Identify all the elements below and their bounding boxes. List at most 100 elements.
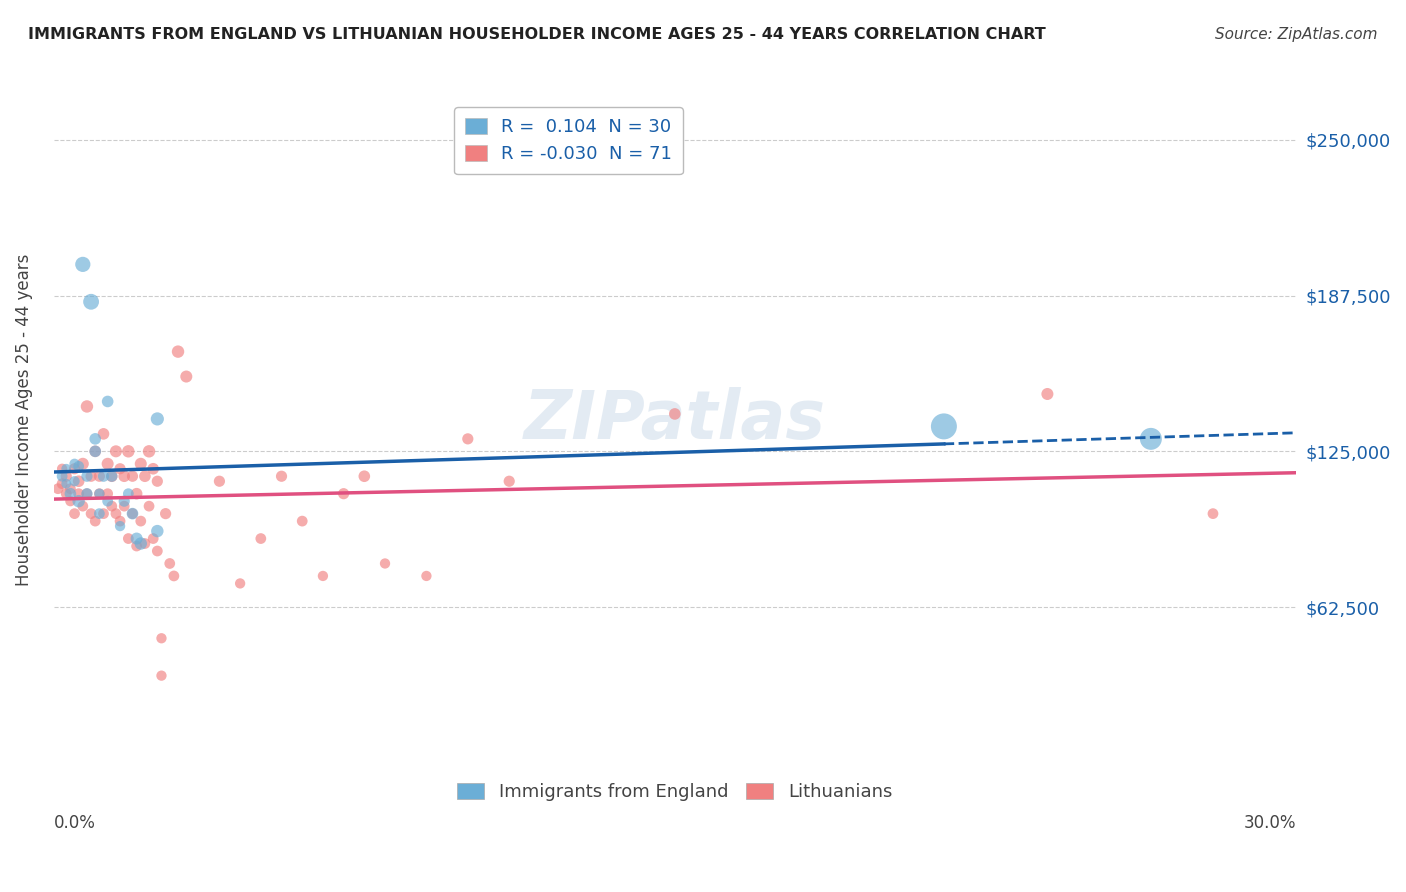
Point — [1202, 507, 1225, 521]
Point — [93, 507, 115, 521]
Point — [67, 474, 90, 488]
Point — [101, 469, 124, 483]
Point — [72, 457, 94, 471]
Point — [63, 507, 86, 521]
Point — [457, 432, 479, 446]
Point — [89, 469, 111, 483]
Point — [72, 499, 94, 513]
Point — [101, 499, 124, 513]
Point — [129, 457, 152, 471]
Point — [117, 532, 139, 546]
Point — [55, 462, 77, 476]
Point — [63, 457, 86, 471]
Point — [80, 294, 103, 309]
Point — [291, 514, 314, 528]
Point — [89, 486, 111, 500]
Point — [138, 499, 160, 513]
Point — [134, 536, 156, 550]
Point — [80, 469, 103, 483]
Point — [55, 469, 77, 483]
Point — [55, 486, 77, 500]
Point — [67, 486, 90, 500]
Point — [101, 469, 124, 483]
Point — [112, 469, 135, 483]
Point — [72, 257, 94, 271]
Point — [312, 569, 335, 583]
Point — [97, 494, 120, 508]
Point — [59, 486, 82, 500]
Point — [125, 532, 148, 546]
Point — [76, 400, 98, 414]
Point — [138, 444, 160, 458]
Point — [104, 444, 127, 458]
Point — [146, 544, 169, 558]
Point — [93, 426, 115, 441]
Point — [89, 507, 111, 521]
Point — [415, 569, 437, 583]
Point — [76, 486, 98, 500]
Point — [270, 469, 292, 483]
Point — [104, 507, 127, 521]
Point — [1036, 387, 1059, 401]
Point — [63, 462, 86, 476]
Point — [59, 494, 82, 508]
Point — [46, 482, 69, 496]
Point — [93, 469, 115, 483]
Point — [146, 474, 169, 488]
Point — [59, 482, 82, 496]
Point — [353, 469, 375, 483]
Point — [76, 486, 98, 500]
Point — [108, 519, 131, 533]
Text: 30.0%: 30.0% — [1243, 814, 1296, 832]
Point — [150, 632, 173, 646]
Point — [55, 476, 77, 491]
Point — [142, 462, 165, 476]
Point — [67, 494, 90, 508]
Point — [97, 457, 120, 471]
Point — [108, 462, 131, 476]
Text: Source: ZipAtlas.com: Source: ZipAtlas.com — [1215, 27, 1378, 42]
Text: IMMIGRANTS FROM ENGLAND VS LITHUANIAN HOUSEHOLDER INCOME AGES 25 - 44 YEARS CORR: IMMIGRANTS FROM ENGLAND VS LITHUANIAN HO… — [28, 27, 1046, 42]
Point — [121, 507, 143, 521]
Point — [159, 557, 181, 571]
Point — [176, 369, 198, 384]
Point — [932, 419, 955, 434]
Point — [84, 514, 107, 528]
Point — [51, 469, 73, 483]
Point — [134, 469, 156, 483]
Point — [97, 486, 120, 500]
Point — [84, 432, 107, 446]
Point — [167, 344, 190, 359]
Text: ZIPatlas: ZIPatlas — [524, 387, 825, 453]
Point — [117, 444, 139, 458]
Point — [146, 412, 169, 426]
Text: 0.0%: 0.0% — [53, 814, 96, 832]
Point — [97, 394, 120, 409]
Point — [80, 507, 103, 521]
Point — [129, 514, 152, 528]
Point — [76, 469, 98, 483]
Point — [63, 474, 86, 488]
Point — [121, 469, 143, 483]
Point — [664, 407, 686, 421]
Point — [229, 576, 252, 591]
Point — [163, 569, 186, 583]
Point — [150, 668, 173, 682]
Point — [84, 444, 107, 458]
Point — [125, 486, 148, 500]
Legend: Immigrants from England, Lithuanians: Immigrants from England, Lithuanians — [450, 776, 900, 809]
Point — [498, 474, 520, 488]
Point — [89, 486, 111, 500]
Point — [121, 507, 143, 521]
Point — [374, 557, 396, 571]
Point — [155, 507, 177, 521]
Point — [51, 462, 73, 476]
Point — [84, 444, 107, 458]
Point — [332, 486, 354, 500]
Point — [125, 539, 148, 553]
Point — [112, 494, 135, 508]
Point — [146, 524, 169, 538]
Point — [117, 486, 139, 500]
Point — [129, 536, 152, 550]
Point — [1140, 432, 1163, 446]
